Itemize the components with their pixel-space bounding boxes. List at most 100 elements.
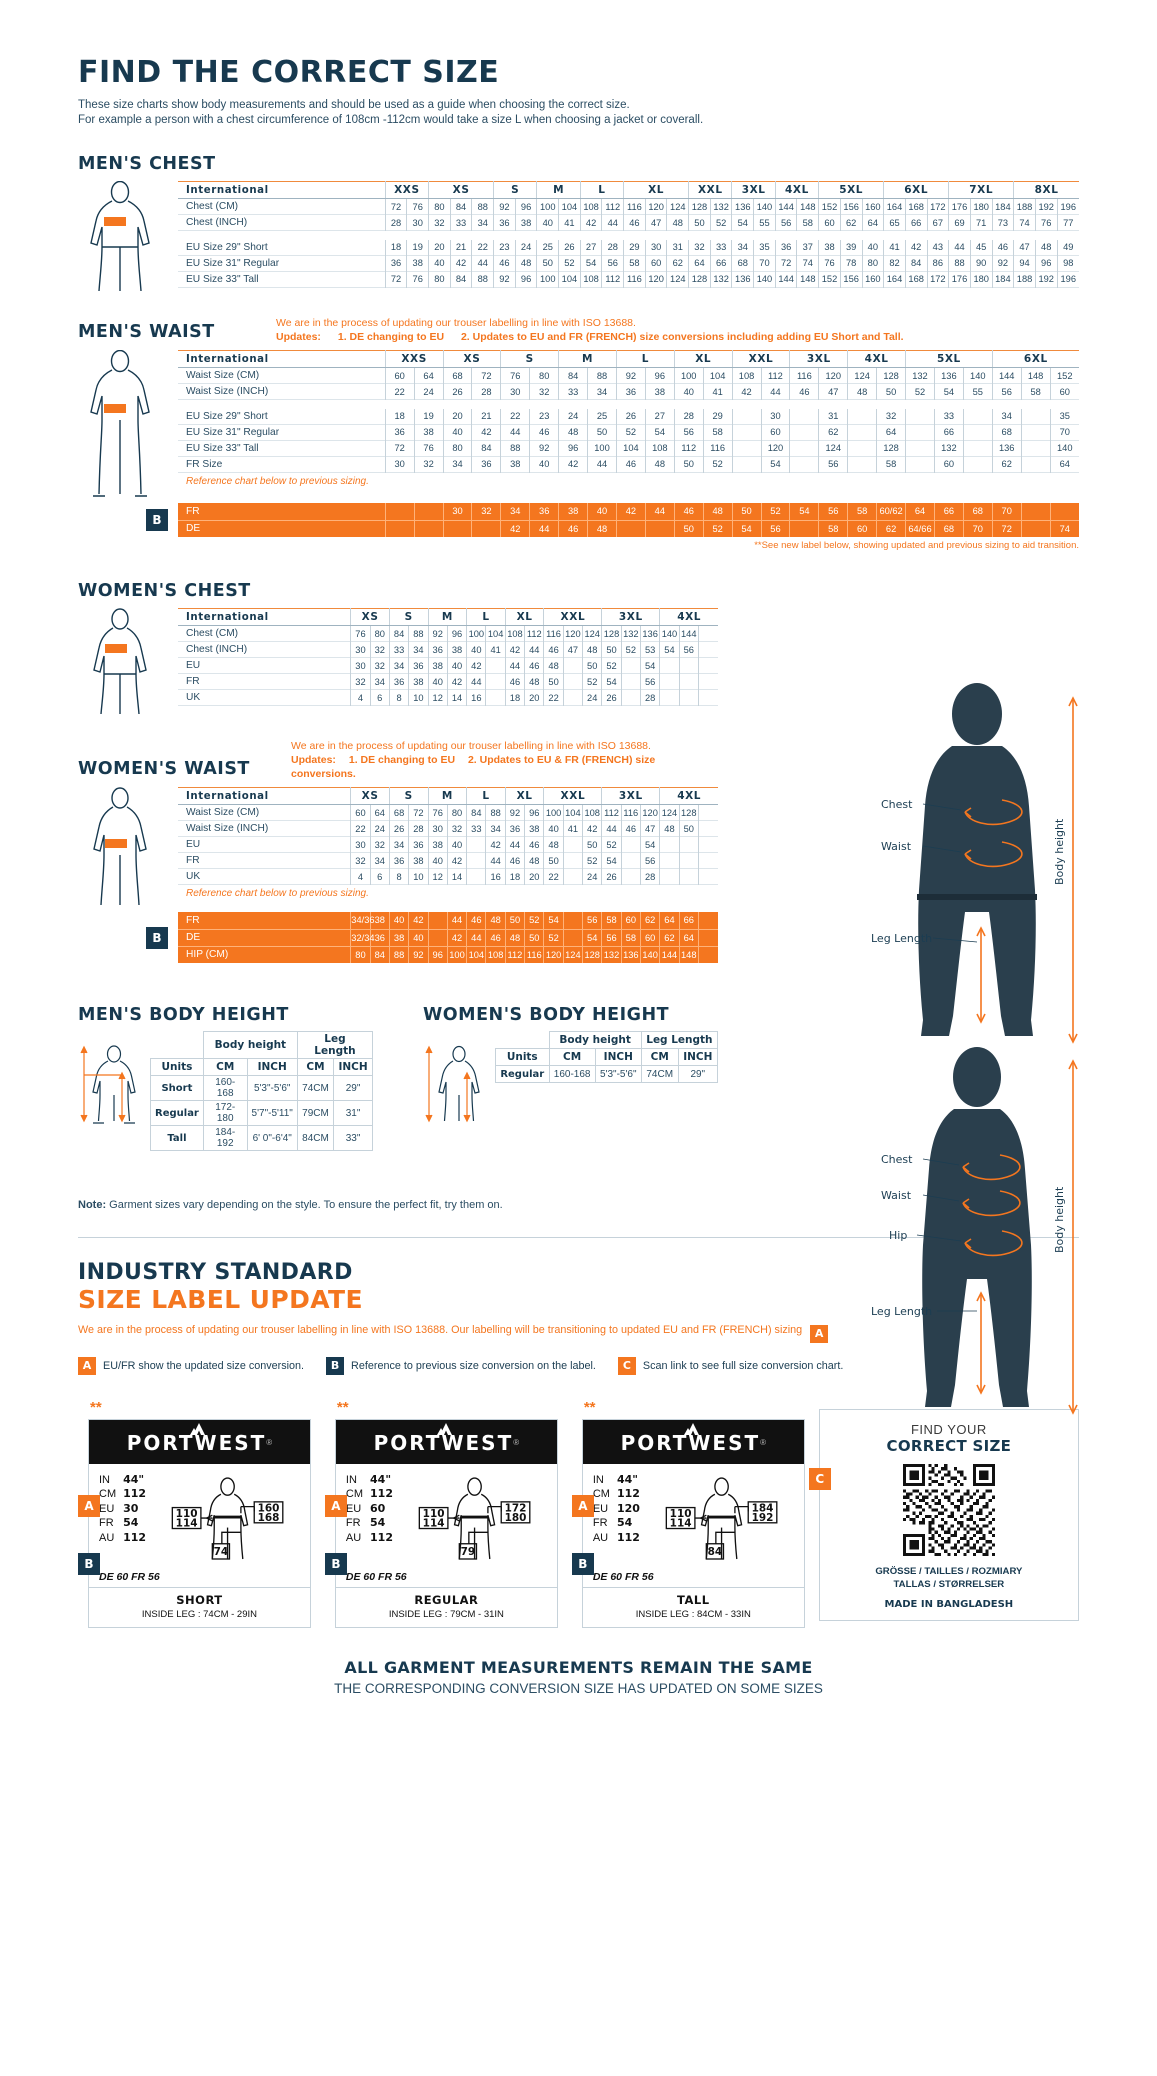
updates-label-women: Updates: — [291, 754, 336, 766]
cell: 50 — [601, 641, 622, 658]
cell: 36 — [616, 383, 646, 400]
cell: 36 — [389, 673, 410, 690]
brand-header: PORTWEST ® — [89, 1419, 310, 1464]
cell: 156 — [840, 271, 863, 287]
cell: 132 — [710, 271, 733, 287]
cell: 22 — [350, 820, 371, 837]
bh-corner — [496, 1032, 550, 1049]
legacy-cell: 38 — [370, 912, 390, 929]
male-body-outline-icon — [90, 180, 150, 292]
size-header-4xl: 4XL — [847, 350, 907, 368]
cell — [679, 673, 699, 690]
cell: 22 — [543, 868, 564, 885]
legacy-cell: 46 — [674, 503, 704, 520]
measurement-pictogram: 110 114 172 180 79 — [406, 1473, 549, 1565]
cell: 140 — [659, 625, 680, 642]
cell: 27 — [580, 239, 603, 255]
cell: 116 — [543, 625, 564, 642]
cell: 160 — [862, 271, 885, 287]
footer-line-1: ALL GARMENT MEASUREMENTS REMAIN THE SAME — [344, 1657, 813, 1677]
cell: 36 — [775, 239, 798, 255]
cell: 56 — [640, 673, 661, 690]
cell: 104 — [485, 625, 506, 642]
cell: 48 — [515, 255, 538, 271]
legacy-cell: 52 — [543, 928, 564, 946]
cell: 44 — [500, 424, 531, 440]
legacy-cell: 58 — [621, 928, 641, 946]
bh-cell: 29" — [333, 1075, 373, 1101]
size-header-7xl: 7XL — [948, 181, 1015, 199]
fit-name: TALL — [677, 1592, 710, 1607]
cell: 96 — [558, 440, 589, 456]
cell: 50 — [543, 852, 564, 869]
womens-waist-header-row: International XS S M L XL XXL 3XL 4XL — [178, 787, 718, 805]
womens-chest-table: International XS S M L XL XXL 3XL 4XL Chest (CM)… — [178, 608, 718, 706]
cell: 34 — [992, 408, 1022, 424]
cell: 28 — [640, 689, 661, 706]
cell: 62 — [666, 255, 690, 271]
legacy-cell: 46 — [558, 519, 589, 537]
cell: 132 — [905, 367, 935, 384]
cell: 184 — [992, 198, 1015, 215]
cell: 140 — [1057, 443, 1073, 453]
cell — [563, 868, 584, 885]
portwest-label: PORTWEST ® IN 44" CM 112 EU 30 FR 54 AU 112 110 114 16… — [88, 1418, 311, 1628]
womens-iso-note: We are in the process of updating our tr… — [291, 739, 718, 781]
wbh-thead: Body height Leg Length Units CM INCH CM INCH — [495, 1031, 719, 1066]
spec-value: 120 — [616, 1501, 640, 1515]
legacy-cell: 38 — [389, 928, 410, 946]
label-card: ** A B PORTWEST ® IN 44" CM 112 EU 30 FR 54 AU 112 110 1… — [78, 1400, 311, 1628]
womens-chest-header-row: International XS S M L XL XXL 3XL 4XL — [178, 608, 718, 626]
legacy-cell: 144 — [659, 945, 680, 963]
cell: 80 — [447, 804, 468, 821]
cell: 82 — [883, 255, 906, 271]
cell: 33 — [389, 641, 410, 658]
cell: 136 — [992, 440, 1022, 456]
size-header-m: M — [428, 608, 468, 626]
cell: 176 — [948, 198, 971, 215]
waist-box-top: 110 — [176, 1508, 198, 1520]
legacy-cell — [616, 519, 646, 537]
cell — [905, 408, 935, 424]
qr-code-icon[interactable] — [902, 1463, 995, 1556]
cell: 14 — [447, 689, 468, 706]
cell: 42 — [732, 383, 762, 400]
cell: 47 — [563, 641, 584, 658]
label-body: IN 44" CM 112 EU 30 FR 54 AU 112 110 114 160 168 74 — [89, 1464, 310, 1569]
legacy-cell: 58 — [601, 912, 622, 929]
legacy-row: DE 32/34 36 38 40 42 44 46 48 50 52 54 56 58 60 62 64 — [178, 928, 718, 946]
size-header-s: S — [389, 787, 429, 805]
cell: 52 — [558, 255, 581, 271]
mens-waist-tbody: Waist Size (CM) 60 64 68 72 76 80 84 88 92 96 100 10… — [178, 367, 1079, 472]
qr-footer-3: MADE IN BANGLADESH — [884, 1598, 1014, 1610]
mens-iso-note: We are in the process of updating our tr… — [276, 316, 904, 344]
cell: 55 — [963, 383, 993, 400]
legacy-cell: 30 — [443, 503, 473, 520]
cell: 104 — [616, 440, 646, 456]
table-row: FR 32 34 36 38 40 42 44 46 48 50 52 54 56 — [178, 852, 718, 869]
cell: 56 — [818, 456, 849, 472]
cell: 96 — [515, 198, 538, 215]
cell: 40 — [466, 641, 487, 658]
spec-row: IN 44" — [346, 1473, 400, 1488]
cell: 4 — [350, 689, 371, 706]
legacy-cell — [698, 912, 718, 929]
female-model-figure: Chest Waist Hip Leg Length Body height — [857, 1045, 1087, 1440]
mens-waist-thead: International XXS XS S M L XL XXL 3XL 4XL 5XL 6XL — [178, 350, 1079, 368]
cell: 28 — [471, 383, 502, 400]
waist-highlight — [105, 839, 127, 848]
bh-cell: 29" — [677, 1065, 719, 1083]
cell: 54 — [645, 424, 675, 440]
cell: 176 — [948, 271, 971, 287]
qr-card[interactable]: C FIND YOUR CORRECT SIZE — [808, 1408, 1079, 1621]
cell: 24 — [414, 383, 444, 400]
cell: 80 — [529, 367, 560, 384]
qr-footer-2: TALLAS / STØRRELSER — [893, 1578, 1005, 1590]
spec-row: CM 112 — [99, 1487, 153, 1502]
womens-chest-block: International XS S M L XL XXL 3XL 4XL Chest (CM)… — [78, 608, 718, 721]
cell: 24 — [582, 689, 603, 706]
chest-highlight — [104, 217, 126, 226]
portwest-logo: PORTWEST ® — [127, 1422, 272, 1455]
legacy-cell: 120 — [543, 945, 564, 963]
legacy-de: DE 60 — [592, 1570, 623, 1583]
